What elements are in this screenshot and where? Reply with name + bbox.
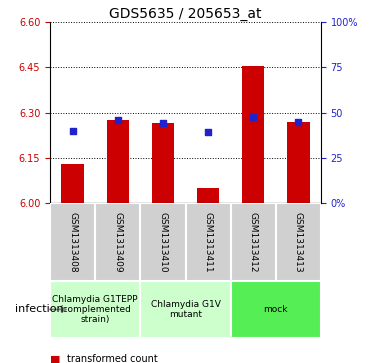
Bar [140, 203, 186, 281]
Text: infection: infection [15, 305, 63, 314]
Point [205, 129, 211, 135]
Text: GSM1313413: GSM1313413 [294, 212, 303, 273]
Bar [231, 203, 276, 281]
Point [295, 119, 301, 125]
Bar [61, 164, 84, 203]
Point [115, 117, 121, 123]
Text: GSM1313410: GSM1313410 [158, 212, 167, 273]
Text: GSM1313412: GSM1313412 [249, 212, 258, 273]
Text: mock: mock [263, 305, 288, 314]
Text: GSM1313409: GSM1313409 [113, 212, 122, 273]
Bar [287, 122, 310, 203]
Point [250, 114, 256, 120]
Bar [95, 203, 140, 281]
Text: ■: ■ [50, 354, 60, 363]
Bar [197, 188, 219, 203]
Bar [140, 281, 231, 338]
Text: Chlamydia G1V
mutant: Chlamydia G1V mutant [151, 300, 220, 319]
Bar [186, 203, 231, 281]
Text: GSM1313408: GSM1313408 [68, 212, 77, 273]
Bar [152, 123, 174, 203]
Bar [106, 120, 129, 203]
Text: GSM1313411: GSM1313411 [204, 212, 213, 273]
Bar [50, 203, 95, 281]
Text: transformed count: transformed count [67, 354, 158, 363]
Bar [231, 281, 321, 338]
Title: GDS5635 / 205653_at: GDS5635 / 205653_at [109, 7, 262, 21]
Text: Chlamydia G1TEPP
(complemented
strain): Chlamydia G1TEPP (complemented strain) [52, 294, 138, 325]
Point [70, 128, 76, 134]
Bar [242, 66, 265, 203]
Point [160, 120, 166, 126]
Bar [276, 203, 321, 281]
Bar [50, 281, 140, 338]
